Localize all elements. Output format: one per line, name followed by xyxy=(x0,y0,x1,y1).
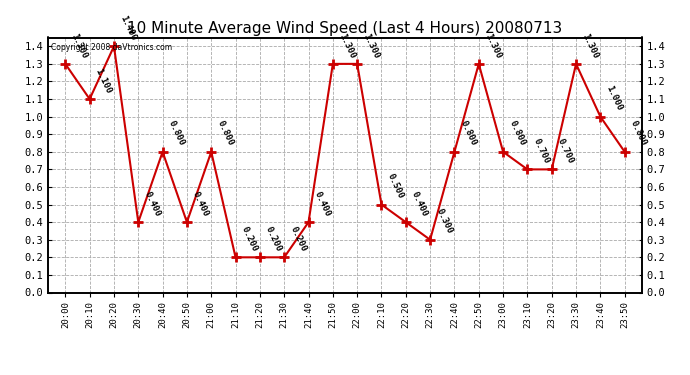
Text: 0.800: 0.800 xyxy=(507,120,526,148)
Text: 0.800: 0.800 xyxy=(629,120,649,148)
Text: 0.400: 0.400 xyxy=(410,190,429,218)
Text: 0.400: 0.400 xyxy=(313,190,332,218)
Text: 1.300: 1.300 xyxy=(337,32,357,60)
Text: 0.400: 0.400 xyxy=(191,190,210,218)
Text: 1.100: 1.100 xyxy=(94,67,113,95)
Text: 0.800: 0.800 xyxy=(167,120,186,148)
Text: 0.400: 0.400 xyxy=(142,190,162,218)
Text: 1.400: 1.400 xyxy=(118,14,137,42)
Text: 0.200: 0.200 xyxy=(239,225,259,253)
Text: 0.200: 0.200 xyxy=(288,225,308,253)
Text: 0.700: 0.700 xyxy=(556,137,575,165)
Text: 0.800: 0.800 xyxy=(215,120,235,148)
Text: 1.000: 1.000 xyxy=(604,84,624,112)
Text: 0.500: 0.500 xyxy=(386,172,405,200)
Text: 0.800: 0.800 xyxy=(459,120,478,148)
Text: 0.300: 0.300 xyxy=(434,207,454,236)
Text: 0.700: 0.700 xyxy=(531,137,551,165)
Text: 1.300: 1.300 xyxy=(70,32,89,60)
Text: Copyright 2008 daVtronics.com: Copyright 2008 daVtronics.com xyxy=(51,43,172,52)
Title: 10 Minute Average Wind Speed (Last 4 Hours) 20080713: 10 Minute Average Wind Speed (Last 4 Hou… xyxy=(128,21,562,36)
Text: 1.300: 1.300 xyxy=(580,32,600,60)
Text: 0.200: 0.200 xyxy=(264,225,284,253)
Text: 1.300: 1.300 xyxy=(362,32,381,60)
Text: 1.300: 1.300 xyxy=(483,32,502,60)
